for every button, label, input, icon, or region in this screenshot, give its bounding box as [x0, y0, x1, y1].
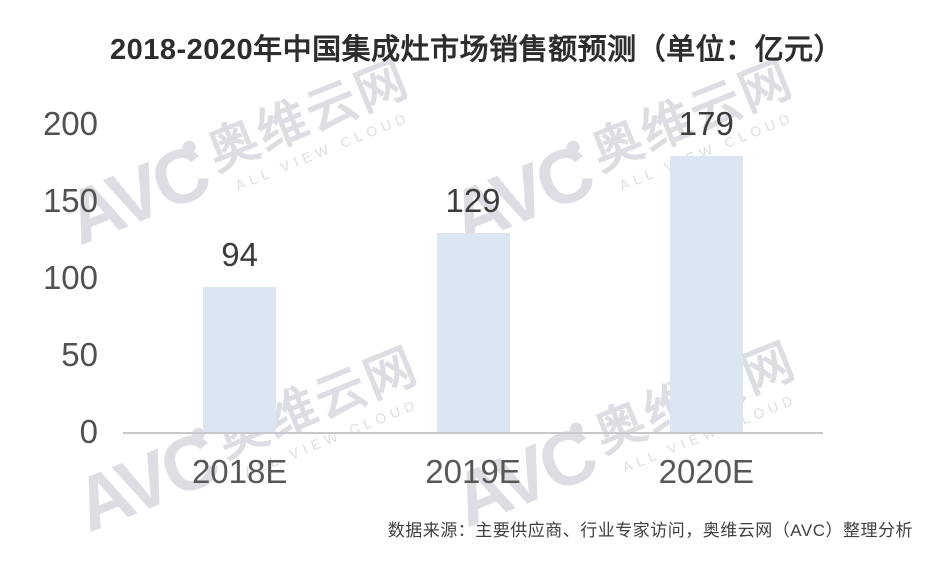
x-axis-line	[123, 432, 823, 434]
y-axis-tick-label: 0	[79, 413, 98, 450]
chart-title: 2018-2020年中国集成灶市场销售额预测（单位：亿元）	[110, 34, 844, 66]
y-axis-tick-label: 200	[42, 105, 98, 142]
x-axis-category-label: 2019E	[425, 453, 521, 490]
plot-area: 94 2018E 129 2019E 179 2020E	[123, 106, 823, 490]
x-axis-category-label: 2020E	[658, 453, 755, 490]
bar-value-label: 129	[445, 182, 501, 220]
source-note: 数据来源：主要供应商、行业专家访问，奥维云网（AVC）整理分析	[387, 521, 913, 540]
bar-value-label: 94	[221, 236, 259, 274]
y-axis-tick-label: 150	[42, 182, 98, 219]
y-axis-tick-label: 100	[42, 259, 98, 296]
x-axis-category-label: 2018E	[191, 453, 288, 490]
y-axis: 0 50 100 150 200	[0, 106, 98, 450]
bar-2018e	[203, 287, 277, 432]
bar-value-label: 179	[678, 105, 734, 143]
bar-2019e	[436, 233, 510, 432]
bar-2020e	[669, 156, 743, 432]
y-axis-tick-label: 50	[61, 336, 98, 373]
